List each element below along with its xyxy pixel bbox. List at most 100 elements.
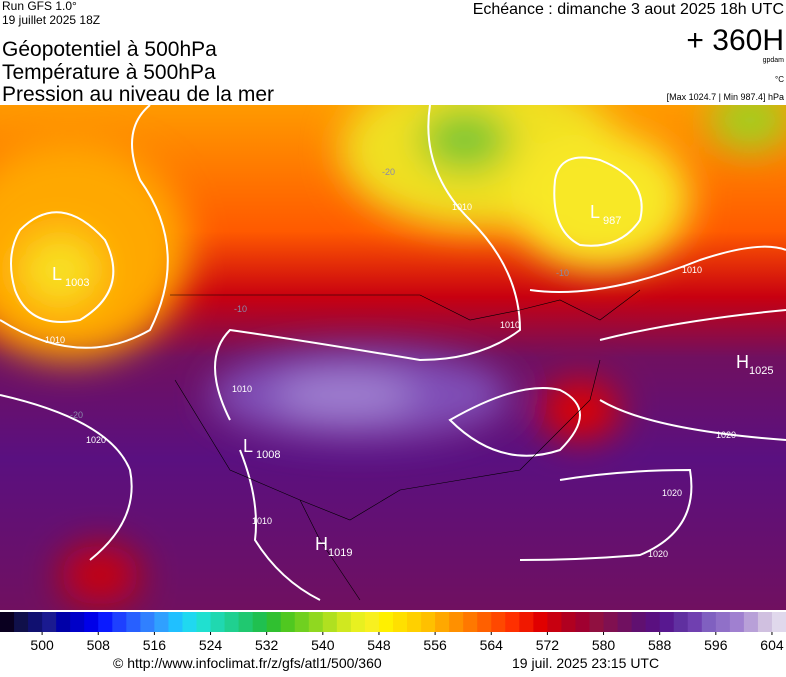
center-kind: H — [315, 534, 328, 554]
temperature-label: -10 — [234, 304, 247, 314]
tick-label: 500 — [30, 637, 54, 653]
tick-label: 604 — [760, 637, 784, 653]
swatch — [645, 612, 661, 632]
pressure-range: [Max 1024.7 | Min 987.4] hPa — [667, 92, 784, 102]
swatch — [477, 612, 492, 632]
swatch — [659, 612, 675, 632]
swatch — [631, 612, 647, 632]
echeance: Echéance : dimanche 3 aout 2025 18h UTC — [473, 1, 784, 18]
center-kind: H — [736, 352, 749, 372]
tick-label: 572 — [536, 637, 560, 653]
header: Run GFS 1.0° 19 juillet 2025 18Z Géopote… — [2, 0, 784, 106]
swatch — [364, 612, 380, 632]
isobar-label: 1020 — [86, 435, 106, 445]
swatch — [575, 612, 590, 632]
swatch — [589, 612, 605, 632]
tick-label: 548 — [367, 637, 391, 653]
title: Pression au niveau de la mer — [2, 83, 274, 106]
swatch — [238, 612, 254, 632]
source-url: © http://www.infoclimat.fr/z/gfs/atl1/50… — [113, 655, 382, 671]
swatch — [42, 612, 57, 632]
tick-label: 524 — [199, 637, 223, 653]
swatch — [280, 612, 296, 632]
isobar-label: 1020 — [716, 430, 736, 440]
swatch — [210, 612, 226, 632]
swatch — [168, 612, 183, 632]
tick-label: 516 — [143, 637, 167, 653]
swatch — [715, 612, 731, 632]
isobar-label: 1020 — [662, 488, 682, 498]
swatch — [350, 612, 366, 632]
swatch — [308, 612, 324, 632]
swatch — [617, 612, 633, 632]
swatch — [266, 612, 282, 632]
isobar-label: 1020 — [648, 549, 668, 559]
tick-label: 580 — [592, 637, 616, 653]
center-value: 1003 — [65, 277, 89, 289]
center-value: 987 — [603, 215, 621, 227]
center-value: 1008 — [256, 449, 280, 461]
swatch — [687, 612, 703, 632]
swatch — [435, 612, 450, 632]
swatch — [421, 612, 436, 632]
timestamp: 19 juil. 2025 23:15 UTC — [512, 655, 659, 671]
swatch — [56, 612, 71, 632]
temperature-label: -10 — [556, 268, 569, 278]
center-kind: L — [243, 436, 253, 456]
center-value: 1019 — [328, 547, 352, 559]
swatch — [743, 612, 759, 632]
tick-label: 588 — [648, 637, 672, 653]
tick-label: 596 — [704, 637, 728, 653]
swatch — [154, 612, 169, 632]
isobar-label: 1010 — [232, 384, 252, 394]
temperature-label: -20 — [70, 410, 83, 420]
swatch — [98, 612, 113, 632]
tick-label: 532 — [255, 637, 279, 653]
isobar-label: 1010 — [500, 320, 520, 330]
isobar-label: 1010 — [45, 335, 65, 345]
swatch — [112, 612, 127, 632]
unit: °C — [775, 75, 784, 84]
swatch — [449, 612, 464, 632]
swatch — [491, 612, 506, 632]
swatch — [336, 612, 352, 632]
swatch — [407, 612, 422, 632]
swatch — [0, 612, 15, 632]
swatch — [673, 612, 689, 632]
run: Run GFS 1.0° — [2, 0, 77, 13]
center-kind: L — [590, 202, 600, 222]
swatch — [519, 612, 534, 632]
swatch — [378, 612, 394, 632]
swatch — [182, 612, 197, 632]
swatch — [28, 612, 43, 632]
swatch — [196, 612, 212, 632]
swatch — [603, 612, 619, 632]
run-date: 19 juillet 2025 18Z — [2, 13, 100, 27]
swatch — [294, 612, 310, 632]
swatch — [771, 612, 786, 632]
tick-label: 508 — [87, 637, 111, 653]
center-value: 1025 — [749, 365, 773, 377]
title: Géopotentiel à 500hPa — [2, 38, 217, 61]
swatch — [224, 612, 240, 632]
tick-label: 540 — [311, 637, 335, 653]
title: Température à 500hPa — [2, 61, 216, 84]
tick-label: 556 — [423, 637, 447, 653]
isobar-label: 1010 — [252, 516, 272, 526]
swatch — [84, 612, 99, 632]
swatch — [701, 612, 717, 632]
unit: gpdam — [763, 57, 785, 64]
center-kind: L — [52, 264, 62, 284]
swatch — [463, 612, 478, 632]
isobar-label: 1010 — [452, 202, 472, 212]
temperature-label: -20 — [382, 167, 395, 177]
colorbar: 500 508 516 524 532 540 548 556 564 572 580 588 596 6… — [0, 612, 786, 653]
swatch — [729, 612, 745, 632]
swatch — [505, 612, 520, 632]
tick-label: 564 — [480, 637, 504, 653]
swatch — [322, 612, 338, 632]
swatch — [533, 612, 548, 632]
swatch — [252, 612, 268, 632]
